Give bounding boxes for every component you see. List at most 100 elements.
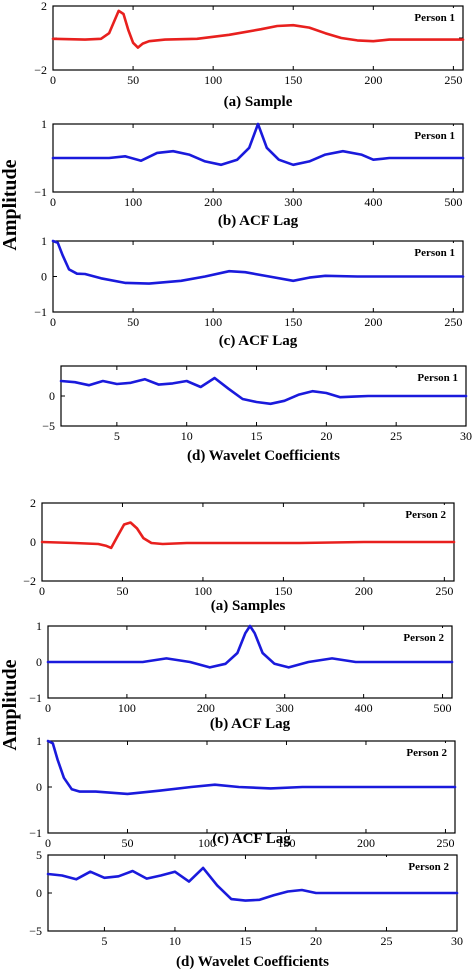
series-line [51,122,465,167]
y-tick-label: 0 [41,270,47,284]
x-tick-label: 400 [355,701,373,715]
y-tick-label: 1 [36,734,42,748]
panel-caption: (c) ACF Lag [219,333,298,349]
x-tick-label: 400 [364,195,382,209]
x-tick-label: 10 [181,429,193,443]
legend-background [379,243,459,261]
x-tick-label: 200 [364,73,382,87]
x-tick-label: 0 [45,836,51,850]
y-tick-label: −1 [29,826,42,840]
y-tick-label: 0 [36,655,42,669]
y-tick-label: −5 [29,924,42,938]
y-tick-label: −1 [34,185,47,199]
x-tick-label: 10 [169,934,181,948]
y-tick-label: 1 [41,234,47,248]
x-tick-label: 200 [355,584,373,598]
legend-label: Person 2 [403,632,444,644]
series-line [46,866,459,902]
x-tick-label: 200 [364,315,382,329]
y-tick-label: −2 [23,574,36,588]
panel-caption: (a) Sample [224,94,293,110]
legend-box: Person 1 [379,8,459,26]
x-tick-label: 500 [434,701,452,715]
x-tick-label: 100 [124,195,142,209]
x-tick-label: 200 [357,836,375,850]
chart-panel-4: 5 10 15 20 25 30 0 −5 Person 1 (d) Wavelet Coeffi… [42,365,472,464]
x-tick-label: 100 [194,584,212,598]
x-tick-label: 100 [204,73,222,87]
y-axis-label-2: Amplitude [0,659,21,750]
x-tick-label: 50 [121,836,133,850]
x-tick-label: 50 [127,315,139,329]
x-tick-label: 25 [390,429,402,443]
x-tick-label: 250 [435,584,453,598]
y-tick-label: −5 [42,419,55,433]
y-tick-label: 2 [41,0,47,13]
panel-caption: (d) Wavelet Coefficients [187,448,340,464]
legend-label: Person 1 [414,247,455,259]
x-tick-label: 15 [251,429,263,443]
series-line [40,521,456,550]
chart-panel-8: 5 10 15 20 25 30 5 0 −5 Person 2 (d) Wavelet Coeff… [29,848,463,970]
x-tick-label: 0 [50,315,56,329]
x-tick-label: 30 [460,429,472,443]
x-tick-label: 300 [276,701,294,715]
y-tick-label: 5 [36,848,42,862]
x-tick-label: 500 [444,195,462,209]
x-tick-label: 25 [380,934,392,948]
x-tick-label: 150 [284,315,302,329]
panel-caption: (d) Wavelet Coefficients [176,954,329,970]
x-tick-label: 100 [118,701,136,715]
panel-caption: (b) ACF Lag [210,716,291,732]
legend-label: Person 1 [414,130,455,142]
panel-caption: (c) ACF Lag [212,831,291,847]
x-tick-label: 15 [239,934,251,948]
panel-caption: (a) Samples [211,598,286,614]
legend-box: Person 1 [379,243,459,261]
x-tick-label: 0 [50,195,56,209]
x-tick-label: 150 [277,836,295,850]
legend-label: Person 2 [405,509,446,521]
y-tick-label: 0 [30,535,36,549]
legend-background [370,505,450,523]
panel-caption: (b) ACF Lag [218,213,299,229]
x-tick-label: 150 [274,584,292,598]
x-tick-label: 250 [444,73,462,87]
y-tick-label: 0 [49,389,55,403]
series-line [51,239,465,285]
legend-label: Person 1 [417,372,458,384]
legend-label: Person 2 [406,747,447,759]
series-line [46,624,454,669]
legend-label: Person 2 [408,861,449,873]
x-tick-label: 20 [320,429,332,443]
series-line [46,739,457,796]
legend-background [382,368,462,386]
x-tick-label: 300 [284,195,302,209]
legend-background [379,126,459,144]
legend-box: Person 2 [370,505,450,523]
x-tick-label: 5 [101,934,107,948]
series-line [59,376,468,406]
legend-box: Person 1 [382,368,462,386]
x-tick-label: 0 [45,701,51,715]
y-tick-label: 2 [30,496,36,510]
legend-background [371,743,451,761]
x-tick-label: 250 [444,315,462,329]
y-tick-label: 0 [36,886,42,900]
x-tick-label: 5 [114,429,120,443]
y-tick-label: 1 [36,619,42,633]
chart-panel-2: 0 100 200 300 400 500 1 −1 Person 1 (b) ACF Lag [34,117,465,229]
x-tick-label: 250 [436,836,454,850]
series-line [51,9,465,49]
chart-panel-1: 0 50 100 150 200 250 2 −2 Person 1 (a) Sample [34,0,465,110]
x-tick-label: 0 [39,584,45,598]
legend-box: Person 2 [373,857,453,875]
y-tick-label: 1 [41,117,47,131]
legend-box: Person 2 [371,743,451,761]
x-tick-label: 50 [127,73,139,87]
legend-label: Person 1 [414,12,455,24]
x-tick-label: 200 [204,195,222,209]
